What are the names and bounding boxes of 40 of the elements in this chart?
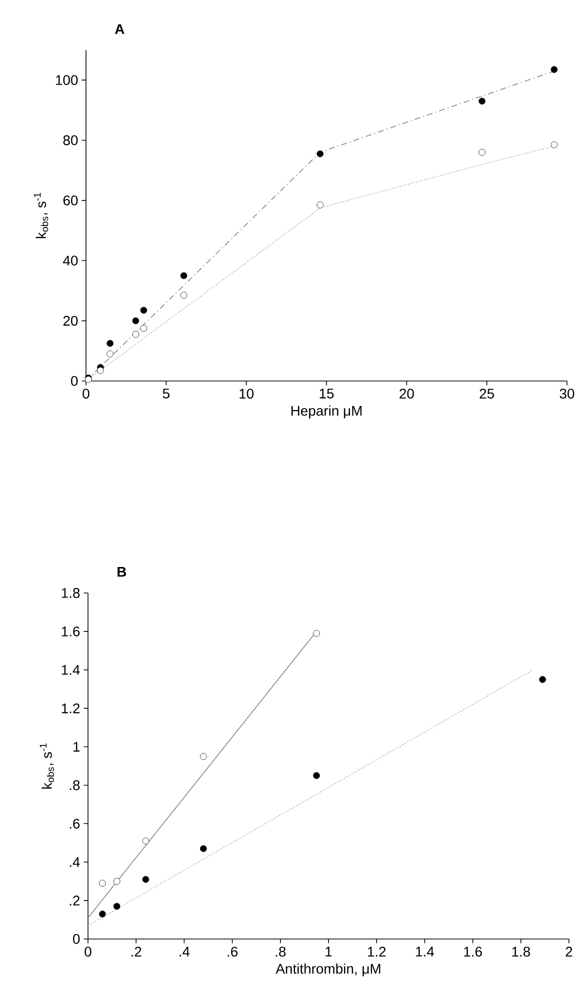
y-tick-label: 80 (63, 135, 78, 146)
x-tick-label: 0 (84, 946, 92, 957)
x-tick-label: .8 (276, 946, 286, 957)
y-tick-label: .2 (70, 896, 80, 906)
y-tick-label: 0 (70, 376, 78, 386)
x-tick-label: .2 (132, 946, 142, 957)
x-tick-label: 20 (400, 388, 414, 399)
x-tick-label: 1.6 (464, 946, 482, 957)
y-tick-label: 100 (56, 75, 78, 86)
y-tick-label: 1.6 (62, 626, 80, 636)
chart-title: B (118, 566, 126, 577)
y-tick-label: 0 (72, 934, 80, 944)
x-tick-label: 15 (320, 388, 334, 398)
y-tick-label: 60 (63, 195, 78, 206)
x-tick-label: 5 (162, 388, 170, 398)
y-tick-label: 40 (62, 256, 78, 266)
x-tick-label: 1.2 (368, 946, 386, 957)
x-tick-label: 10 (240, 388, 254, 399)
x-tick-label: 25 (480, 388, 494, 399)
y-tick-label: 1.4 (62, 665, 80, 675)
x-tick-label: .4 (180, 946, 190, 956)
y-tick-label: 1.2 (62, 703, 80, 714)
y-tick-label: .6 (70, 818, 80, 829)
y-tick-label: .4 (70, 857, 80, 867)
x-tick-label: .6 (228, 946, 238, 957)
y-tick-label: 20 (63, 316, 78, 326)
y-tick-label: 1 (74, 742, 80, 752)
x-tick-label: 0 (82, 388, 90, 399)
y-axis-title: k$_{obs}$, s$^{-1}$ (34, 192, 48, 238)
x-tick-label: 1.4 (416, 946, 434, 956)
x-tick-label: 2 (566, 946, 572, 957)
x-axis-title: Heparin μM (291, 405, 362, 418)
x-tick-label: 30 (560, 388, 574, 399)
x-axis-title: Antithrombin, μM (276, 963, 380, 976)
y-tick-label: 1.8 (62, 588, 80, 598)
chart-title: A (114, 24, 124, 34)
y-tick-label: .8 (70, 780, 80, 790)
x-tick-label: 1.8 (512, 946, 530, 957)
x-tick-label: 1 (326, 946, 332, 956)
y-axis-title: k$_{obs}$, s$^{-1}$ (40, 743, 54, 789)
